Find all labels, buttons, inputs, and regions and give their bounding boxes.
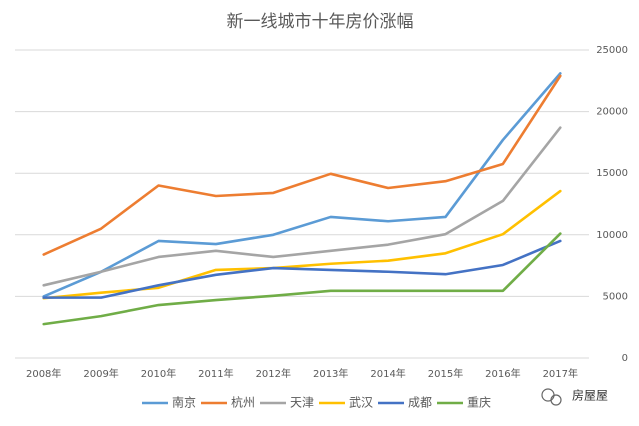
y-tick-label: 25000 [596,45,628,56]
y-tick-label: 10000 [596,230,628,241]
x-tick-label: 2009年 [83,367,118,380]
watermark-icon [541,388,562,406]
legend-label: 天津 [290,396,314,410]
x-tick-label: 2008年 [26,367,61,380]
y-tick-label: 20000 [596,107,628,118]
line-series [42,232,562,326]
legend-label: 重庆 [467,396,491,410]
legend-label: 南京 [172,395,196,410]
chart-title: 新一线城市十年房价涨幅 [227,12,414,32]
watermark: 房屋屋 [572,388,608,403]
y-tick-label: 15000 [596,168,628,179]
line-series [42,239,562,299]
x-tick-label: 2010年 [141,367,176,380]
line-series [42,74,562,256]
line-series [42,72,562,298]
x-tick-label: 2013年 [313,367,348,380]
y-tick-label: 5000 [603,291,628,302]
x-tick-label: 2016年 [485,367,520,380]
x-tick-label: 2011年 [198,367,233,380]
x-tick-label: 2014年 [370,367,405,380]
x-tick-label: 2012年 [256,367,291,380]
legend-label: 成都 [408,396,432,410]
line-series [42,126,562,287]
legend-label: 杭州 [231,395,255,410]
x-tick-label: 2017年 [543,367,578,380]
x-tick-label: 2015年 [428,367,463,380]
legend-label: 武汉 [349,396,373,410]
y-tick-label: 0 [622,353,628,364]
